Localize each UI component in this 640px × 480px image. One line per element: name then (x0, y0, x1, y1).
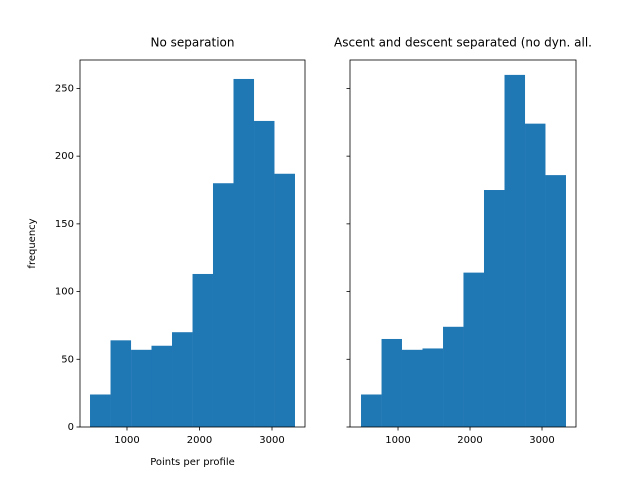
x-tick-label: 3000 (529, 435, 554, 446)
axes-frame (349, 59, 577, 428)
x-tick-label: 1000 (385, 435, 410, 446)
x-tick-label: 2000 (457, 435, 482, 446)
bar (463, 272, 484, 427)
bar (504, 74, 526, 428)
bar (90, 394, 111, 427)
bar (151, 345, 173, 427)
bar (483, 190, 505, 427)
y-tick-label: 100 (55, 287, 74, 298)
bar (274, 173, 295, 427)
bar (361, 394, 382, 427)
bar (254, 120, 275, 428)
y-tick-label: 0 (68, 422, 74, 433)
y-axis-label: frequency (27, 218, 38, 268)
subplot-title: Ascent and descent separated (no dyn. al… (334, 36, 592, 50)
y-tick-label: 50 (61, 354, 74, 365)
y-tick-label: 250 (55, 83, 74, 94)
x-tick-label: 3000 (259, 435, 284, 446)
y-tick-label: 150 (55, 219, 74, 230)
axes-frame (79, 59, 306, 428)
bar (110, 340, 132, 427)
bar (131, 349, 152, 427)
bar (401, 349, 423, 427)
bar (233, 78, 255, 427)
x-axis-label: Points per profile (150, 457, 235, 468)
y-tick-label: 200 (55, 151, 74, 162)
bar (381, 338, 402, 427)
bar (545, 175, 566, 427)
subplot-title: No separation (150, 36, 234, 50)
bar (443, 326, 464, 427)
x-tick-label: 2000 (187, 435, 212, 446)
bar (192, 273, 213, 427)
bar (212, 183, 234, 427)
bar (172, 332, 193, 427)
x-tick-label: 1000 (114, 435, 139, 446)
bar (422, 348, 444, 427)
bar (525, 123, 546, 427)
